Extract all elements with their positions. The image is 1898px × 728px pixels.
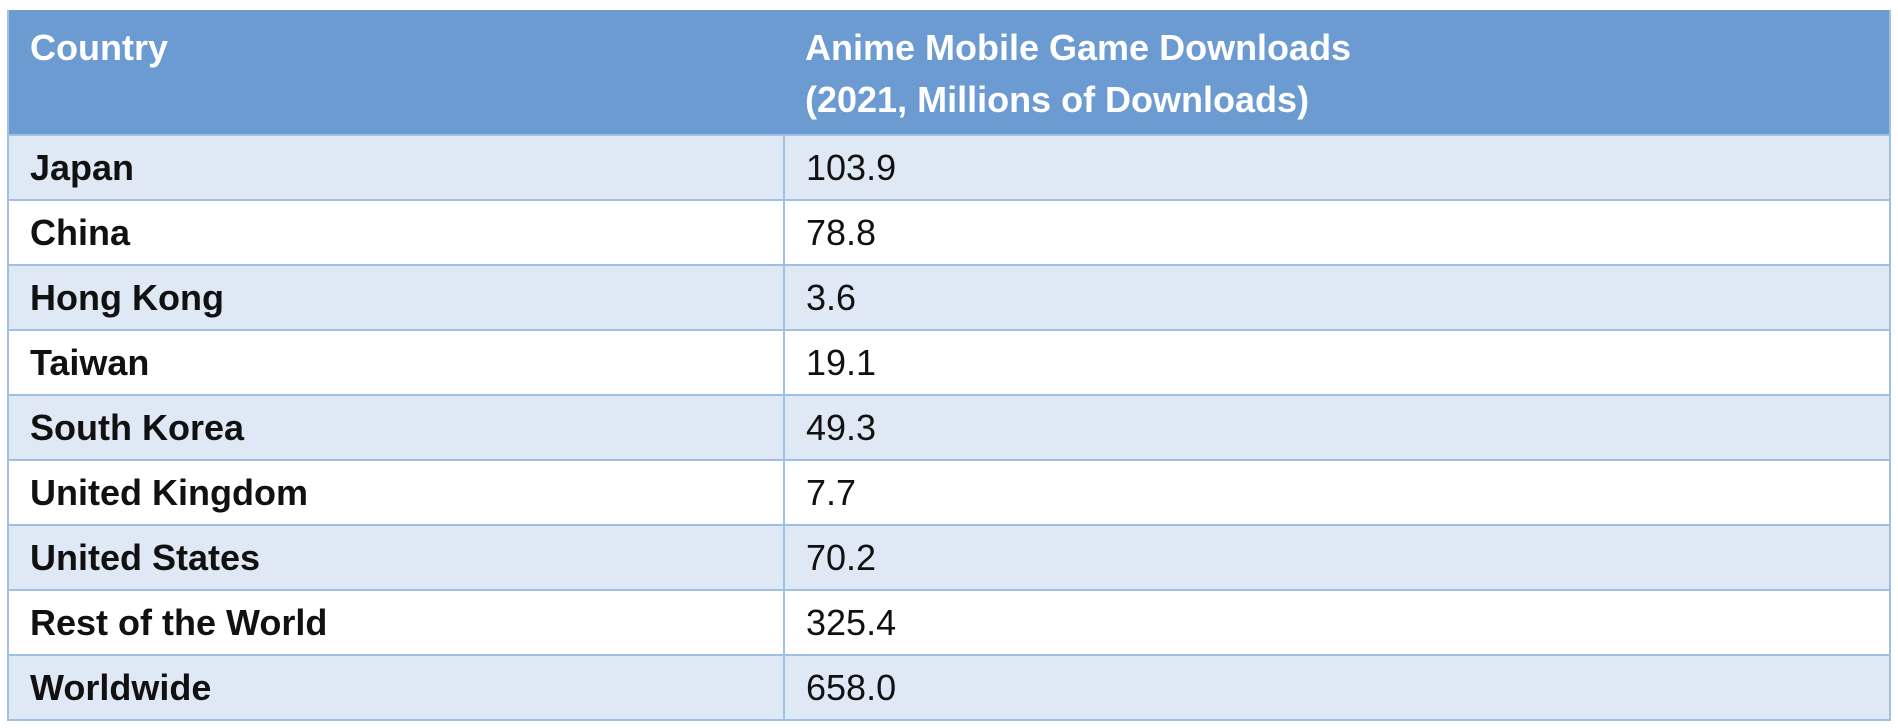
- table-header: Country Anime Mobile Game Downloads (202…: [8, 10, 1890, 136]
- country-cell: United Kingdom: [8, 460, 785, 526]
- table-row: China 78.8: [8, 200, 1890, 266]
- downloads-cell: 325.4: [784, 590, 1890, 656]
- downloads-cell: 19.1: [784, 330, 1890, 396]
- table-row: United States 70.2: [8, 525, 1890, 591]
- header-downloads-line2: (2021, Millions of Downloads): [805, 79, 1310, 120]
- header-downloads-line1: Anime Mobile Game Downloads: [805, 27, 1352, 68]
- downloads-cell: 70.2: [784, 525, 1890, 591]
- table-row: Hong Kong 3.6: [8, 265, 1890, 331]
- table-row: Taiwan 19.1: [8, 330, 1890, 396]
- table-row: Worldwide 658.0: [8, 655, 1890, 721]
- table-row: Rest of the World 325.4: [8, 590, 1890, 656]
- country-cell: Hong Kong: [8, 265, 785, 331]
- downloads-cell: 7.7: [784, 460, 1890, 526]
- table-row: South Korea 49.3: [8, 395, 1890, 461]
- downloads-cell: 103.9: [784, 135, 1890, 201]
- downloads-cell: 49.3: [784, 395, 1890, 461]
- downloads-cell: 658.0: [784, 655, 1890, 721]
- country-cell: South Korea: [8, 395, 785, 461]
- country-cell: China: [8, 200, 785, 266]
- country-cell: United States: [8, 525, 785, 591]
- country-cell: Japan: [8, 135, 785, 201]
- table-body: Japan 103.9 China 78.8 Hong Kong 3.6 Tai…: [8, 135, 1890, 721]
- country-cell: Rest of the World: [8, 590, 785, 656]
- country-cell: Taiwan: [8, 330, 785, 396]
- table-row: Japan 103.9: [8, 135, 1890, 201]
- header-row: Country Anime Mobile Game Downloads (202…: [8, 10, 1890, 136]
- downloads-table: Country Anime Mobile Game Downloads (202…: [7, 10, 1891, 721]
- downloads-table-container: Country Anime Mobile Game Downloads (202…: [7, 10, 1891, 721]
- downloads-cell: 78.8: [784, 200, 1890, 266]
- country-cell: Worldwide: [8, 655, 785, 721]
- header-downloads: Anime Mobile Game Downloads (2021, Milli…: [784, 10, 1890, 136]
- header-country: Country: [8, 10, 784, 136]
- downloads-cell: 3.6: [784, 265, 1890, 331]
- table-row: United Kingdom 7.7: [8, 460, 1890, 526]
